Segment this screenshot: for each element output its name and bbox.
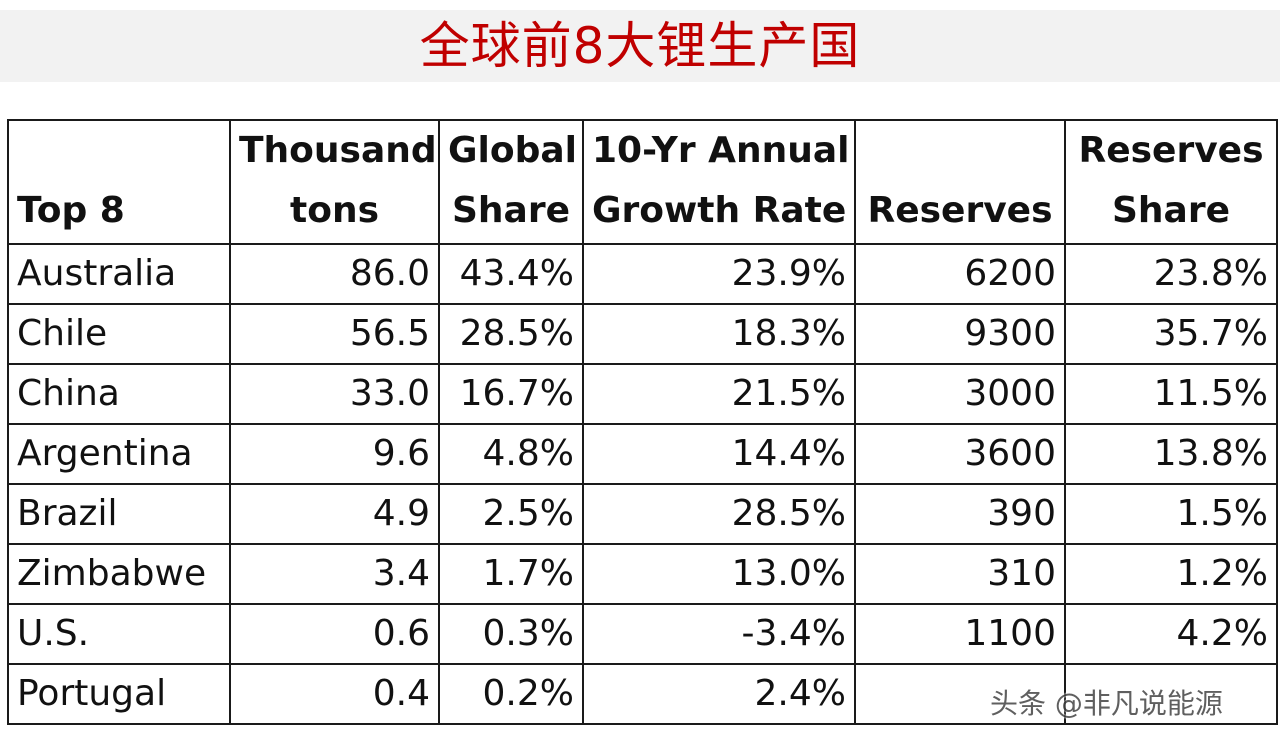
cell-reserves-share: 13.8% xyxy=(1064,423,1278,485)
watermark: 头条 @非凡说能源 xyxy=(990,687,1223,720)
cell-reserves-share: 11.5% xyxy=(1064,363,1278,425)
cell-reserves-share: 4.2% xyxy=(1064,603,1278,665)
cell-growth-rate: 2.4% xyxy=(582,663,856,725)
table-row: U.S. 0.6 0.3% -3.4% 1100 4.2% xyxy=(7,603,1278,665)
header-top8: Top 8 xyxy=(7,119,231,245)
cell-reserves: 3000 xyxy=(854,363,1066,425)
cell-reserves: 6200 xyxy=(854,243,1066,305)
cell-reserves-share: 1.2% xyxy=(1064,543,1278,605)
cell-thousand-tons: 0.4 xyxy=(229,663,440,725)
cell-reserves-share: 23.8% xyxy=(1064,243,1278,305)
cell-reserves: 1100 xyxy=(854,603,1066,665)
cell-thousand-tons: 86.0 xyxy=(229,243,440,305)
cell-country: U.S. xyxy=(7,603,231,665)
cell-global-share: 0.2% xyxy=(438,663,584,725)
cell-growth-rate: 18.3% xyxy=(582,303,856,365)
cell-growth-rate: 28.5% xyxy=(582,483,856,545)
cell-reserves-share: 1.5% xyxy=(1064,483,1278,545)
cell-thousand-tons: 9.6 xyxy=(229,423,440,485)
header-reserves-share: Reserves Share xyxy=(1064,119,1278,245)
title-band xyxy=(0,10,1280,82)
table-row: Australia 86.0 43.4% 23.9% 6200 23.8% xyxy=(7,243,1278,305)
table-row: Portugal 0.4 0.2% 2.4% xyxy=(7,663,1278,725)
table-row: Argentina 9.6 4.8% 14.4% 3600 13.8% xyxy=(7,423,1278,485)
table-row: Zimbabwe 3.4 1.7% 13.0% 310 1.2% xyxy=(7,543,1278,605)
cell-reserves-share xyxy=(1064,663,1278,725)
cell-country: Australia xyxy=(7,243,231,305)
header-global-share-line2: Share xyxy=(451,190,571,231)
header-row: Top 8 Thousand tons Global Share 10-Yr A… xyxy=(7,119,1278,245)
cell-country: Brazil xyxy=(7,483,231,545)
table-row: Chile 56.5 28.5% 18.3% 9300 35.7% xyxy=(7,303,1278,365)
cell-thousand-tons: 33.0 xyxy=(229,363,440,425)
cell-reserves xyxy=(854,663,1066,725)
cell-global-share: 4.8% xyxy=(438,423,584,485)
cell-reserves: 310 xyxy=(854,543,1066,605)
cell-country: China xyxy=(7,363,231,425)
cell-growth-rate: 21.5% xyxy=(582,363,856,425)
cell-thousand-tons: 4.9 xyxy=(229,483,440,545)
cell-country: Zimbabwe xyxy=(7,543,231,605)
cell-country: Chile xyxy=(7,303,231,365)
cell-global-share: 1.7% xyxy=(438,543,584,605)
page-title: 全球前8大锂生产国 xyxy=(419,17,861,75)
cell-reserves: 390 xyxy=(854,483,1066,545)
header-reserves: Reserves xyxy=(854,119,1066,245)
cell-growth-rate: -3.4% xyxy=(582,603,856,665)
cell-country: Portugal xyxy=(7,663,231,725)
cell-growth-rate: 13.0% xyxy=(582,543,856,605)
cell-thousand-tons: 3.4 xyxy=(229,543,440,605)
cell-thousand-tons: 56.5 xyxy=(229,303,440,365)
header-reserves-line: Reserves xyxy=(867,190,1053,231)
cell-global-share: 2.5% xyxy=(438,483,584,545)
header-thousand-tons-line2: tons xyxy=(290,190,379,231)
cell-global-share: 0.3% xyxy=(438,603,584,665)
cell-thousand-tons: 0.6 xyxy=(229,603,440,665)
cell-reserves: 9300 xyxy=(854,303,1066,365)
cell-global-share: 16.7% xyxy=(438,363,584,425)
header-reserves-share-line2: Share xyxy=(1111,190,1231,231)
cell-reserves: 3600 xyxy=(854,423,1066,485)
table-body: Australia 86.0 43.4% 23.9% 6200 23.8% Chile 56.… xyxy=(7,243,1278,725)
header-growth-rate-line1: 10-Yr Annual xyxy=(592,130,850,171)
cell-country: Argentina xyxy=(7,423,231,485)
table-row: China 33.0 16.7% 21.5% 3000 11.5% xyxy=(7,363,1278,425)
cell-growth-rate: 23.9% xyxy=(582,243,856,305)
header-growth-rate-line2: Growth Rate xyxy=(592,190,847,231)
header-thousand-tons-line1: Thousand xyxy=(239,130,437,171)
table-row: Brazil 4.9 2.5% 28.5% 390 1.5% xyxy=(7,483,1278,545)
header-global-share-line1: Global xyxy=(448,130,578,171)
cell-reserves-share: 35.7% xyxy=(1064,303,1278,365)
header-thousand-tons: Thousand tons xyxy=(229,119,440,245)
lithium-producers-table: Top 8 Thousand tons Global Share 10-Yr A… xyxy=(7,119,1278,725)
header-growth-rate: 10-Yr Annual Growth Rate xyxy=(582,119,856,245)
header-reserves-share-line1: Reserves xyxy=(1078,130,1264,171)
header-top8-line: Top 8 xyxy=(17,190,125,231)
cell-global-share: 43.4% xyxy=(438,243,584,305)
cell-global-share: 28.5% xyxy=(438,303,584,365)
header-global-share: Global Share xyxy=(438,119,584,245)
cell-growth-rate: 14.4% xyxy=(582,423,856,485)
